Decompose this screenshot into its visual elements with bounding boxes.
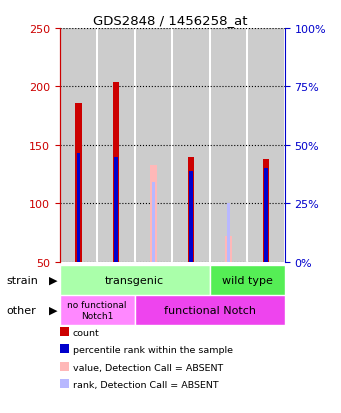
Bar	[150, 166, 157, 262]
Bar	[210, 266, 285, 295]
Bar	[248, 29, 284, 262]
Bar	[211, 29, 246, 262]
Bar	[225, 237, 232, 262]
Bar	[135, 295, 285, 325]
Text: count: count	[73, 328, 99, 337]
Bar	[114, 157, 118, 262]
Bar	[60, 362, 70, 371]
Bar	[60, 266, 210, 295]
Bar	[173, 29, 209, 262]
Text: ▶: ▶	[49, 275, 57, 285]
Bar	[188, 157, 194, 262]
Text: other: other	[7, 305, 36, 315]
Bar	[60, 327, 70, 336]
Bar	[189, 171, 193, 262]
Bar	[152, 183, 155, 262]
Bar	[98, 29, 134, 262]
Bar	[60, 344, 70, 354]
Text: strain: strain	[7, 275, 39, 285]
Bar	[113, 83, 119, 262]
Text: functional Notch: functional Notch	[164, 305, 256, 315]
Text: percentile rank within the sample: percentile rank within the sample	[73, 345, 233, 354]
Text: no functional
Notch1: no functional Notch1	[68, 301, 127, 320]
Text: rank, Detection Call = ABSENT: rank, Detection Call = ABSENT	[73, 380, 218, 389]
Bar	[264, 169, 268, 262]
Text: GDS2848 / 1456258_at: GDS2848 / 1456258_at	[93, 14, 248, 27]
Text: wild type: wild type	[222, 275, 273, 285]
Text: ▶: ▶	[49, 305, 57, 315]
Bar	[61, 29, 96, 262]
Text: transgenic: transgenic	[105, 275, 164, 285]
Bar	[227, 204, 230, 262]
Text: value, Detection Call = ABSENT: value, Detection Call = ABSENT	[73, 363, 223, 372]
Bar	[60, 379, 70, 388]
Bar	[136, 29, 171, 262]
Bar	[263, 159, 269, 262]
Bar	[75, 104, 82, 262]
Bar	[77, 154, 80, 262]
Bar	[60, 295, 135, 325]
